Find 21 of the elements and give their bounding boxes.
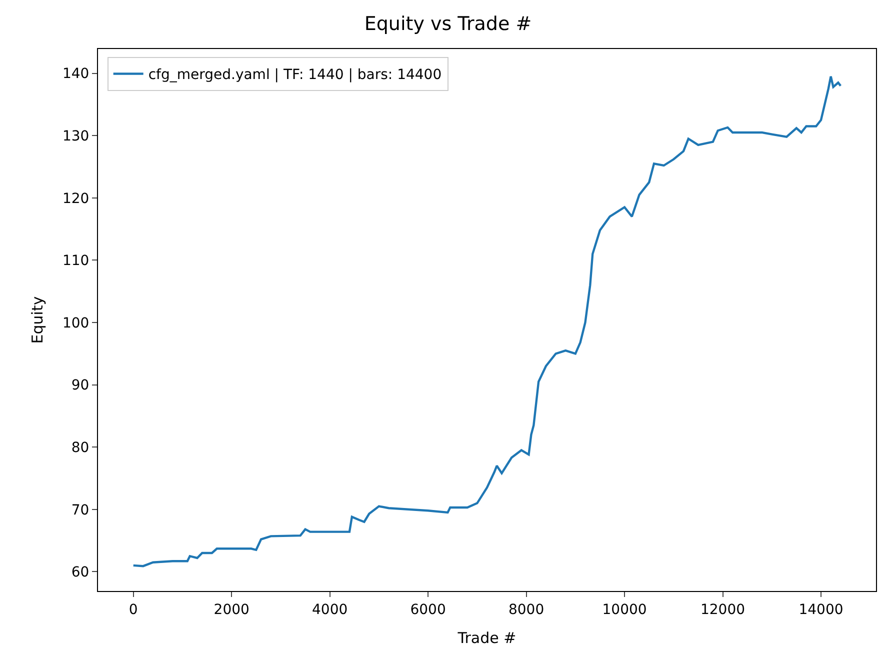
y-axis-title: Equity — [28, 296, 47, 344]
y-tick-label: 130 — [62, 128, 90, 144]
y-tick-label: 70 — [71, 502, 90, 518]
x-tick-label: 12000 — [700, 602, 746, 618]
y-tick-label: 60 — [71, 564, 90, 581]
x-tick-label: 0 — [128, 602, 138, 618]
y-tick-label: 110 — [62, 253, 90, 270]
x-tick-label: 10000 — [602, 602, 647, 618]
y-tick-label: 90 — [71, 378, 90, 394]
y-tick-label: 100 — [62, 315, 90, 332]
x-axis-title: Trade # — [456, 628, 516, 647]
x-tick-label: 14000 — [798, 602, 844, 618]
y-tick-label: 120 — [62, 190, 90, 207]
x-tick-label: 6000 — [410, 602, 446, 618]
y-tick-label: 140 — [62, 66, 90, 82]
x-tick-label: 2000 — [214, 602, 250, 618]
legend-label: cfg_merged.yaml | TF: 1440 | bars: 14400 — [148, 67, 442, 84]
x-tick-label: 8000 — [508, 602, 544, 618]
x-tick-label: 4000 — [312, 602, 348, 618]
chart-title: Equity vs Trade # — [364, 13, 532, 36]
y-tick-label: 80 — [71, 440, 90, 456]
